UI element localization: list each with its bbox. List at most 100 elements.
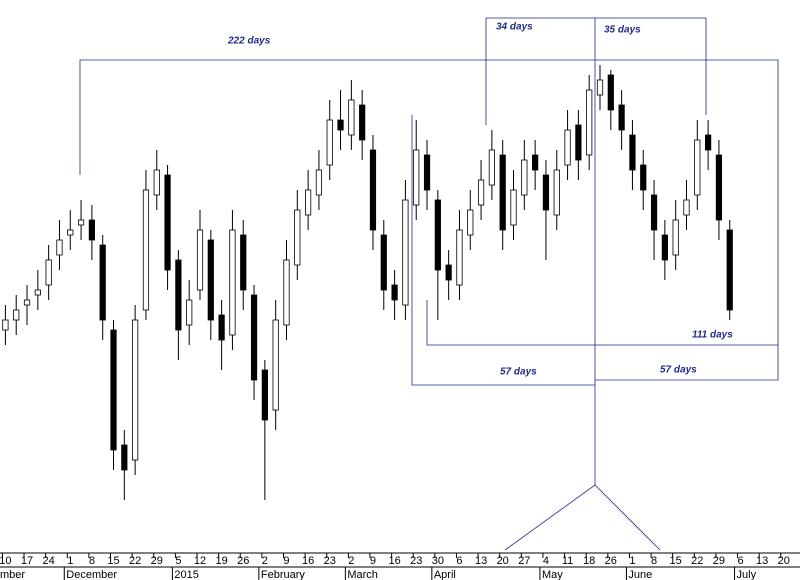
candle-body [705,134,712,151]
annotation: 57 days [500,367,537,378]
candle-body [413,149,420,206]
candle-body [488,149,495,186]
candle-body [369,149,377,231]
candle-body [456,229,463,286]
x-tick-label: 17 [21,555,33,567]
x-tick-label: 8 [651,555,657,567]
x-tick-label: 6 [737,555,743,567]
x-tick-label: 26 [605,555,617,567]
bracket-35 [595,17,707,115]
candle-body [402,199,409,306]
annotation: 222 days [227,36,271,47]
x-tick-label: 13 [475,555,487,567]
month-label: May [542,569,563,580]
candle-body [618,104,625,131]
candle-body [175,259,182,331]
candle-body [121,444,128,471]
candle-body [661,234,668,261]
candle-body [164,174,171,271]
month-label: March [347,569,378,580]
x-tick-label: 12 [194,555,206,567]
candle-body [67,229,74,236]
candle-body [153,169,160,196]
bracket-34 [485,17,596,125]
candle-body [283,259,290,326]
x-tick-label: 1 [67,555,73,567]
x-tick-label: 15 [107,555,119,567]
candle-body [229,229,236,336]
month-label: July [737,569,757,580]
candle-body [34,289,41,296]
x-tick-label: 13 [756,555,768,567]
candle-body [694,139,701,196]
candle-body [445,264,452,281]
x-tick-label: 4 [543,555,549,567]
candle-body [207,239,214,321]
x-tick-label: 2 [348,555,354,567]
candle-body [521,159,528,196]
candle-body [542,174,550,211]
bracket-57a [411,115,595,386]
candle-body [477,179,485,206]
candle-body [726,229,733,311]
candle-body [261,369,268,421]
candle-body [99,244,106,321]
candle-body [672,219,679,256]
candle-body [499,154,506,231]
x-tick-label: 16 [388,555,400,567]
annotation: 57 days [660,365,697,376]
candle-body [467,209,474,236]
candle-body [553,169,560,216]
cycle-brackets [79,17,779,551]
x-tick-label: 30 [432,555,444,567]
candle-body [315,169,323,196]
month-label: June [628,569,652,580]
candle-body [629,134,636,171]
candle-body [434,199,441,271]
month-label: 2015 [174,569,198,580]
candle-body [294,209,301,266]
x-tick-label: 5 [175,555,181,567]
candle-body [240,234,247,291]
month-label: April [434,569,456,580]
x-tick-label: 26 [237,555,249,567]
candle-body [510,189,517,226]
candle-body [2,319,9,331]
month-label: mber [0,569,25,580]
annotation: 35 days [604,25,641,36]
bracket-57b [595,345,779,381]
annotation-labels: 222 days 34 days 35 days 111 days 57 day… [227,22,733,378]
candle-body [586,89,593,156]
x-tick-label: 8 [89,555,95,567]
x-tick-label: 29 [713,555,725,567]
x-tick-label: 27 [518,555,530,567]
x-tick-label: 16 [302,555,314,567]
candle-body [110,329,117,451]
candle-body [650,194,658,231]
x-tick-label: 22 [129,555,141,567]
bracket-222 [79,59,779,300]
x-tick-label: 15 [670,555,682,567]
x-tick-label: 6 [456,555,462,567]
x-tick-label: 2 [262,555,268,567]
candle-body [186,299,193,326]
candle-body [23,299,31,306]
candle-body [88,219,95,241]
candle-body [423,154,431,191]
cycle-fork [504,484,661,551]
month-label: February [261,569,306,580]
candle-body [77,219,85,226]
x-tick-label: 10 [0,555,12,567]
candle-body [715,154,723,221]
candle-body [359,104,366,141]
x-tick-label: 23 [324,555,336,567]
candle-body [683,199,690,216]
candle-body [391,284,398,301]
candle-body [348,99,355,136]
x-tick-label: 20 [778,555,790,567]
annotation: 111 days [692,330,733,341]
candle-body [564,129,571,166]
x-tick-label: 20 [497,555,509,567]
x-tick-label: 22 [691,555,703,567]
